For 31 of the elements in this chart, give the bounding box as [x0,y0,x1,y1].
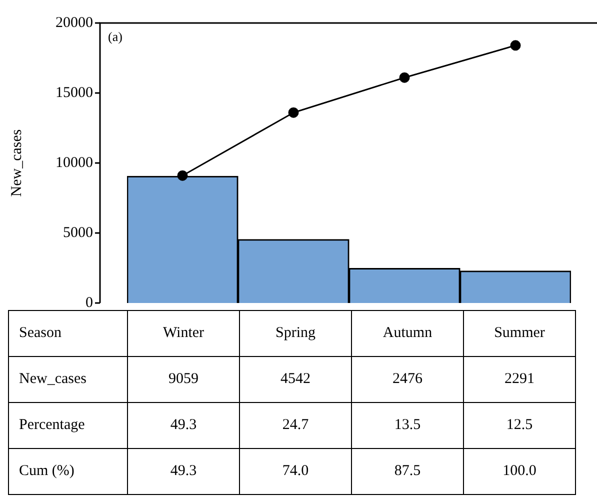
x-axis-title: Season [8,310,128,356]
text: Percentage [8,402,128,448]
point [177,170,188,181]
text: 24.7 [240,402,352,448]
text: 100.0 [464,448,576,494]
point [510,40,521,51]
text: Cum (%) [8,448,128,494]
data-label: 2291 [464,356,576,402]
text: 49.3 [128,402,240,448]
text: New_cases [8,356,128,402]
point [288,107,299,118]
y-tick-label: 5000 [63,224,93,241]
x-tick-label: Spring [240,310,352,356]
x-tick-label: Summer [464,310,576,356]
text: 12.5 [464,402,576,448]
annotation: (a) [108,28,122,44]
y-tick-label: 0 [86,294,93,311]
text: 87.5 [352,448,464,494]
data-label: 4542 [240,356,352,402]
x-tick-label: Autumn [352,310,464,356]
x-tick-label: Winter [128,310,240,356]
data-label: 9059 [128,356,240,402]
y-tick-label: 15000 [56,84,93,101]
text: 13.5 [352,402,464,448]
text: 49.3 [128,448,240,494]
text: 74.0 [240,448,352,494]
point [399,72,410,83]
y-axis-title: New_cases [8,129,25,197]
y-tick-label: 20000 [56,14,93,31]
data-label: 2476 [352,356,464,402]
y-tick-label: 10000 [56,154,93,171]
